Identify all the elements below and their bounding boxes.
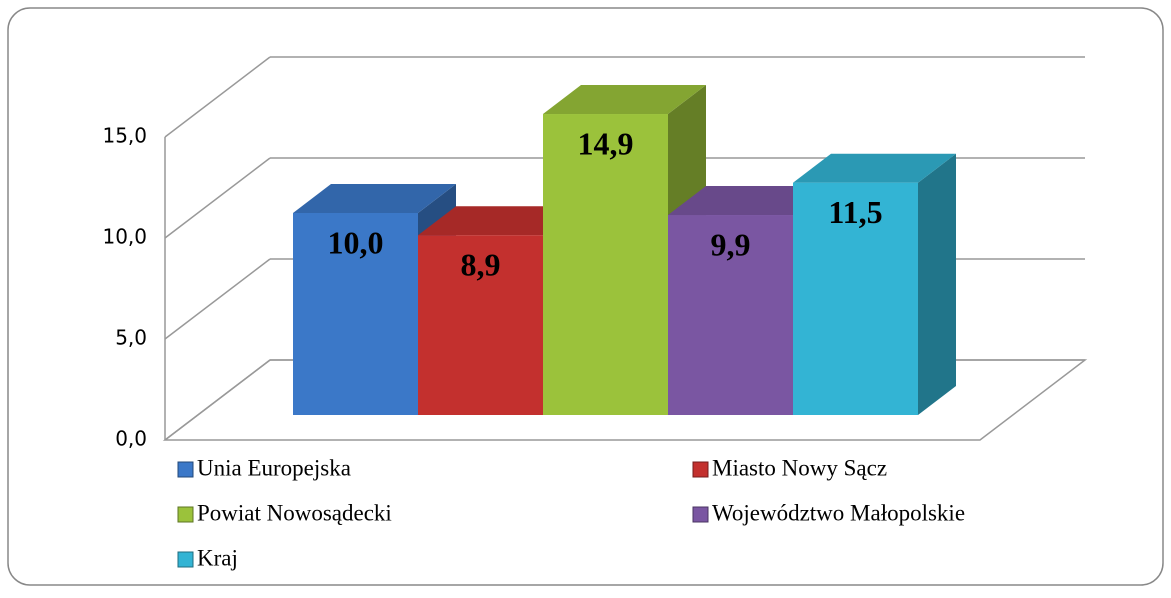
legend-label: Kraj [197, 545, 238, 570]
bar-top [668, 186, 831, 216]
bar-side [918, 153, 956, 415]
bar-top [418, 206, 581, 236]
legend-swatch [692, 506, 709, 523]
legend-swatch [177, 551, 194, 568]
bar-top [793, 153, 956, 183]
bar-top [293, 184, 456, 213]
legend-swatch [177, 461, 194, 478]
y-tick-label: 15,0 [102, 124, 147, 148]
bar [543, 114, 668, 416]
grid-line [164, 157, 271, 239]
legend-swatch [177, 506, 194, 523]
grid-line [164, 258, 271, 340]
grid-line [164, 359, 271, 441]
bar [293, 213, 418, 415]
value-label: 14,9 [578, 125, 634, 161]
y-tick-label: 0,0 [115, 427, 147, 451]
bar [793, 182, 918, 415]
value-label: 11,5 [828, 194, 882, 230]
legend-swatch [692, 461, 709, 478]
grid-line [164, 56, 271, 138]
legend-label: Unia Europejska [197, 455, 351, 480]
value-label: 8,9 [461, 247, 501, 283]
bar [418, 235, 543, 415]
legend-label: Województwo Małopolskie [712, 500, 965, 525]
legend-label: Miasto Nowy Sącz [712, 455, 887, 480]
bar [668, 215, 793, 415]
y-tick-label: 10,0 [102, 225, 147, 249]
y-tick-label: 5,0 [115, 326, 147, 350]
bar-top [543, 85, 706, 115]
value-label: 10,0 [328, 224, 384, 260]
legend-label: Powiat Nowosądecki [197, 500, 392, 525]
value-label: 9,9 [711, 226, 751, 262]
